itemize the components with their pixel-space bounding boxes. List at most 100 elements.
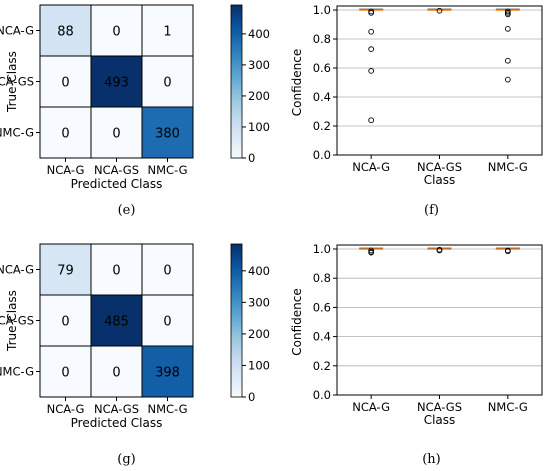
- cm-e-cell-value: 0: [112, 127, 120, 142]
- cm-g-cell-value: 0: [163, 315, 171, 330]
- confidence-boxplot-f: 0.0 0.2 0.4 0.6 0.8 1.0 NCA-G NCA-GS NMC-G Class C…: [290, 3, 543, 218]
- cm-g-colorbar-step: [231, 282, 242, 286]
- cm-g-colorbar-step: [231, 256, 242, 260]
- cm-g-colorbar-tick-label: 200: [248, 327, 270, 341]
- cm-g-colorbar-step: [231, 384, 242, 388]
- cm-g-xtick-label: NCA-G: [47, 402, 85, 416]
- box-f-outlier: [368, 28, 375, 35]
- cm-e-colorbar-step: [231, 78, 242, 83]
- cm-e-colorbar-step: [231, 112, 242, 116]
- cm-g-colorbar-step: [231, 264, 242, 268]
- cm-e-colorbar-step: [231, 22, 242, 26]
- cm-g-colorbar-step: [231, 305, 242, 309]
- box-h-outlier: [436, 247, 443, 254]
- cm-e-colorbar-step: [231, 27, 242, 32]
- cm-e-colorbar-step: [231, 150, 242, 154]
- box-h-frame: [336, 244, 543, 396]
- cm-e-colorbar-step: [231, 56, 242, 60]
- cm-g-colorbar-step: [231, 353, 242, 357]
- cm-e-colorbar-step: [231, 155, 242, 159]
- box-f-outlier: [504, 26, 511, 32]
- box-h-xlabel: Class: [424, 413, 456, 427]
- cm-e-colorbar-step: [231, 17, 242, 21]
- cm-e-colorbar-step: [231, 147, 242, 151]
- box-f-outlier: [504, 11, 511, 18]
- cm-g-colorbar-tick-label: 100: [248, 358, 270, 372]
- cm-e-colorbar-step: [231, 152, 242, 157]
- cm-g-colorbar-step: [231, 269, 242, 273]
- box-h-ytick-label: 0.8: [313, 271, 331, 285]
- cm-e-colorbar-step: [231, 53, 242, 57]
- box-h-ytick-label: 0.6: [313, 300, 331, 314]
- cm-g-cell-value: 398: [155, 366, 180, 381]
- cm-e-colorbar-step: [231, 99, 242, 103]
- cm-g-cell: [141, 294, 194, 347]
- cm-e-colorbar-step: [231, 101, 242, 106]
- cm-e-colorbar-step: [231, 140, 242, 144]
- cm-g-colorbar-step: [231, 251, 242, 255]
- cm-g-colorbar-step: [231, 389, 242, 393]
- cm-g-cell-value: 0: [112, 366, 120, 381]
- cm-g-colorbar-step: [231, 361, 242, 365]
- cm-g-colorbar-step: [231, 284, 242, 288]
- cm-g-colorbar-step: [231, 259, 242, 263]
- cm-g-colorbar-step: [231, 249, 242, 253]
- cm-e-cell-value: 0: [163, 76, 171, 91]
- cm-e-colorbar-step: [231, 68, 242, 72]
- box-f-ytick-label: 0.8: [313, 32, 331, 46]
- cm-g-colorbar-step: [231, 266, 242, 271]
- cm-g-colorbar-step: [231, 312, 242, 316]
- cm-e-colorbar-step: [231, 38, 242, 42]
- cm-g-colorbar-step: [231, 330, 242, 334]
- cm-g-xtick-label: NCA-GS: [94, 402, 139, 416]
- cm-e-colorbar-step: [231, 104, 242, 108]
- cm-g-cell: [90, 294, 143, 347]
- cm-g-ylabel: True Class: [5, 290, 19, 352]
- confidence-boxplot-h: 0.0 0.2 0.4 0.6 0.8 1.0 NCA-G NCA-GS NMC-G Class C…: [290, 242, 543, 467]
- box-h-outlier: [368, 249, 375, 256]
- box-h-ytick-label: 0.2: [313, 359, 331, 373]
- cm-e-colorbar-step: [231, 142, 242, 146]
- cm-g-cell-value: 79: [57, 264, 74, 279]
- cm-g-colorbar-step: [231, 300, 242, 304]
- cm-e-colorbar-step: [231, 137, 242, 141]
- cm-g-colorbar-step: [231, 315, 242, 319]
- box-h-xtick-label: NCA-GS: [417, 400, 462, 414]
- cm-e-colorbar-step: [231, 12, 242, 16]
- cm-g-xlabel: Predicted Class: [71, 416, 163, 430]
- cm-g-colorbar-step: [231, 358, 242, 362]
- cm-e-colorbar-step: [231, 20, 242, 24]
- cm-e-colorbar-step: [231, 135, 242, 139]
- cm-g-colorbar-tick-label: 300: [248, 295, 270, 309]
- cm-e-colorbar-tick-label: 200: [248, 89, 270, 103]
- confusion-matrix-e: 88 0 1 0 493 0 0 0 380 NCA-G NCA-GS NMC-G NCA-G NCA-G…: [0, 4, 270, 218]
- box-h-ytick-label: 0.0: [313, 388, 331, 402]
- cm-g-colorbar-step: [231, 244, 242, 248]
- cm-g-cell: [39, 243, 92, 296]
- cm-g-colorbar-step: [231, 394, 242, 398]
- cm-e-colorbar-step: [231, 94, 242, 98]
- cm-g-colorbar-step: [231, 274, 242, 278]
- cm-e-colorbar-step: [231, 40, 242, 44]
- cm-g-colorbar-step: [231, 289, 242, 294]
- cm-g-colorbar-step: [231, 246, 242, 250]
- cm-e-colorbar-step: [231, 122, 242, 126]
- cm-e-colorbar-step: [231, 48, 242, 52]
- box-f-xtick-label: NMC-G: [488, 160, 528, 174]
- cm-g-colorbar-step: [231, 386, 242, 390]
- cm-e-colorbar-step: [231, 66, 242, 70]
- cm-g-colorbar-step: [231, 279, 242, 283]
- cm-g-cell-value: 0: [112, 264, 120, 279]
- cm-g-colorbar-step: [231, 348, 242, 352]
- box-h-caption: (h): [422, 452, 441, 467]
- cm-e-colorbar-step: [231, 33, 242, 37]
- cm-e-colorbar-step: [231, 30, 242, 34]
- cm-e-cell-value: 0: [112, 25, 120, 40]
- box-f-ytick-label: 0.6: [313, 61, 331, 75]
- cm-g-cell-value: 0: [61, 315, 69, 330]
- box-f-xtick-label: NCA-G: [352, 160, 390, 174]
- cm-e-colorbar-step: [231, 114, 242, 118]
- cm-e-colorbar-tick-label: 400: [248, 27, 270, 41]
- cm-g-colorbar-step: [231, 346, 242, 350]
- box-f-outlier: [368, 10, 375, 16]
